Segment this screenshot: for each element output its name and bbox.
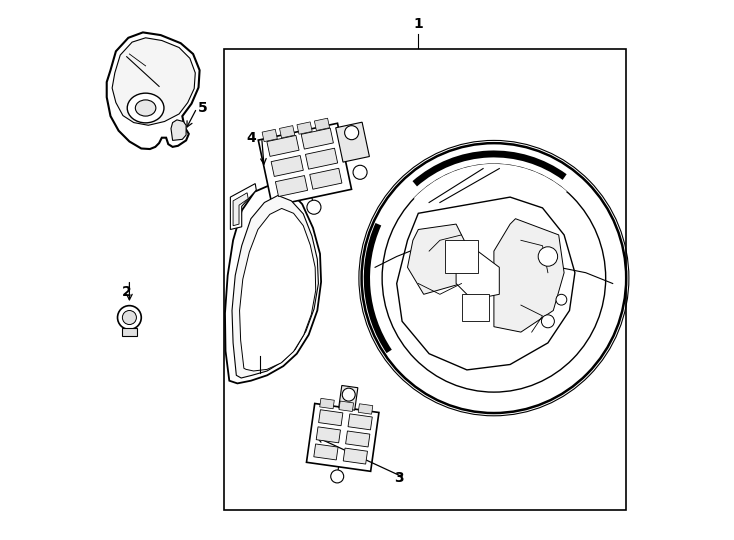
Ellipse shape [127,93,164,123]
Polygon shape [396,197,575,370]
Circle shape [117,306,141,329]
Polygon shape [338,386,358,410]
Bar [462,294,489,321]
Polygon shape [230,184,256,230]
Text: 5: 5 [197,101,207,115]
Ellipse shape [362,143,626,413]
Polygon shape [319,410,343,426]
Polygon shape [358,404,373,414]
Polygon shape [307,403,379,471]
Circle shape [556,294,567,305]
Polygon shape [239,208,316,371]
Ellipse shape [135,100,156,116]
Polygon shape [348,414,372,430]
Polygon shape [320,399,334,409]
Circle shape [353,165,367,179]
Polygon shape [339,401,354,411]
Polygon shape [335,122,369,162]
Circle shape [542,315,554,328]
Text: 3: 3 [395,471,404,485]
Bar [122,328,137,336]
Polygon shape [280,126,295,138]
Polygon shape [106,32,200,149]
Polygon shape [316,427,341,443]
Polygon shape [271,156,303,177]
Polygon shape [297,122,312,134]
Polygon shape [407,224,467,294]
Polygon shape [456,251,499,300]
Polygon shape [262,129,277,141]
Circle shape [331,470,344,483]
Polygon shape [301,128,333,149]
Polygon shape [344,448,368,464]
Polygon shape [225,185,321,383]
Circle shape [342,388,355,401]
Bar [224,49,626,510]
Text: 1: 1 [413,17,424,31]
Polygon shape [232,195,319,378]
Circle shape [345,126,359,140]
Text: 4: 4 [246,131,255,145]
Polygon shape [314,444,338,460]
Bar [446,240,478,273]
Polygon shape [494,219,564,332]
Polygon shape [233,193,248,226]
Polygon shape [275,176,308,197]
Circle shape [538,247,558,266]
Circle shape [123,310,137,325]
Text: 2: 2 [122,285,131,299]
Polygon shape [346,431,370,447]
Polygon shape [267,136,299,157]
Polygon shape [305,148,338,169]
Polygon shape [314,118,330,131]
Polygon shape [258,123,352,206]
Polygon shape [171,120,186,140]
Polygon shape [112,38,195,125]
Ellipse shape [382,164,606,392]
Circle shape [307,200,321,214]
Polygon shape [310,168,342,189]
